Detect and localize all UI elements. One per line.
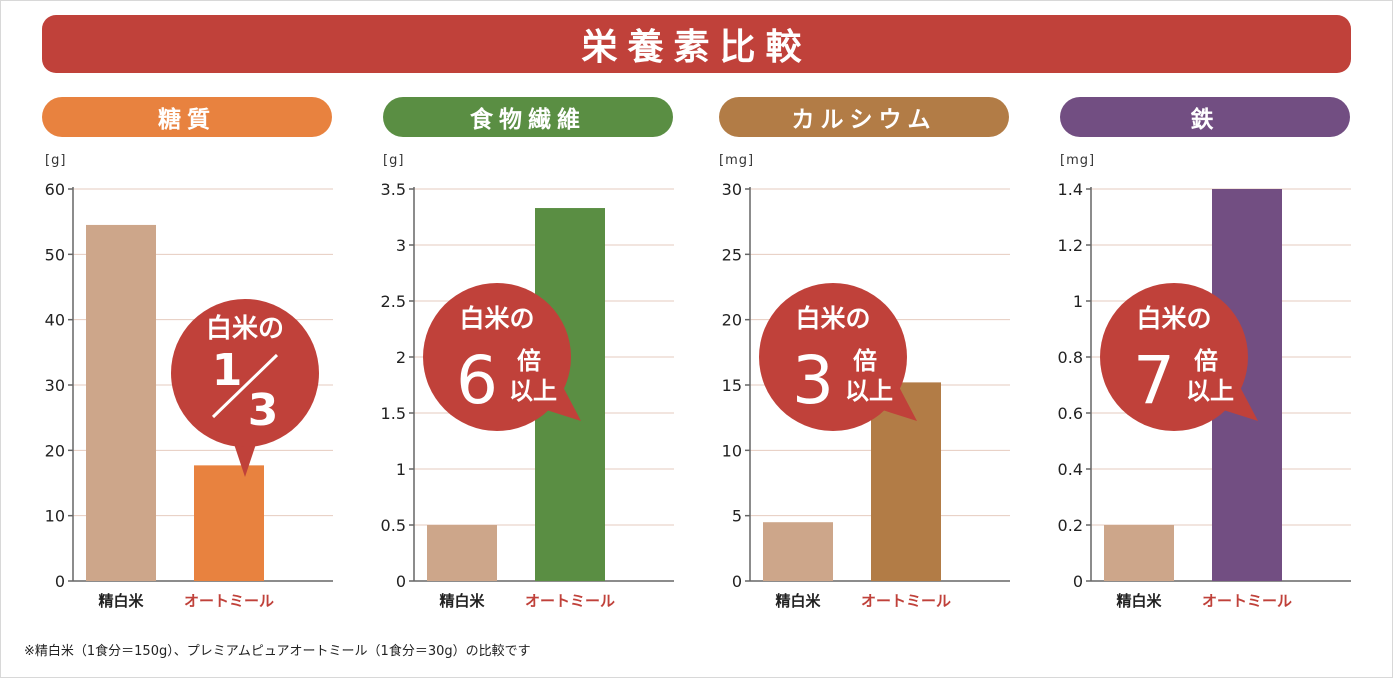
y-tick-label: 0 <box>55 572 65 591</box>
chart-panel-dietary-fiber: 食物繊維 [g] 0 0.5 1 1.5 2 2.5 3 3.5 白米の 6 倍以上精白米 オートミール <box>381 97 723 617</box>
bubble-tail <box>873 383 917 421</box>
bubble-tail <box>233 441 257 477</box>
fraction-slash <box>211 353 279 419</box>
y-tick-label: 20 <box>722 311 742 330</box>
y-tick-label: 1.4 <box>1058 180 1083 199</box>
bubble-circle <box>171 299 319 447</box>
y-tick-label: 0.8 <box>1058 348 1083 367</box>
bar-polished-rice <box>427 525 497 581</box>
chart-panel-carbohydrate: 糖質 [g] 0 10 20 30 40 50 60 白米の 1 3 精白米 オートミール <box>42 97 382 617</box>
bubble-suffix: 以上 <box>1186 377 1234 405</box>
bar-polished-rice <box>1104 525 1174 581</box>
y-tick-label: 1.5 <box>381 404 406 423</box>
bubble-multiplier: 7 <box>1133 342 1175 419</box>
comparison-bubble: 白米の 3 倍以上 <box>759 283 917 431</box>
chart-panel-iron: 鉄 [mg] 0 0.2 0.4 0.6 0.8 1 1.2 1.4 白米の 7 倍以上精白米 オートミー… <box>1058 97 1393 617</box>
chart-panel-calcium: カルシウム [mg] 0 5 10 15 20 25 30 白米の 3 倍以上精白米 オートミール <box>719 97 1059 617</box>
bubble-unit: 倍 <box>1194 347 1218 375</box>
chart-title-calcium: カルシウム <box>719 97 1009 137</box>
y-tick-label: 30 <box>722 180 742 199</box>
y-tick-label: 0.2 <box>1058 516 1083 535</box>
chart-canvas: 0 0.5 1 1.5 2 2.5 3 3.5 白米の 6 倍以上 <box>381 180 674 591</box>
x-label-polished-rice: 精白米 <box>1116 592 1162 610</box>
bubble-line1: 白米の <box>795 304 870 333</box>
y-tick-label: 2 <box>396 348 406 367</box>
bubble-tail <box>537 383 581 421</box>
bar-oatmeal <box>194 465 264 581</box>
chart-title-iron: 鉄 <box>1060 97 1350 137</box>
bubble-tail <box>1214 383 1258 421</box>
bubble-line1: 白米の <box>206 313 284 344</box>
bubble-line1: 白米の <box>459 304 534 333</box>
chart-title-carbohydrate: 糖質 <box>42 97 332 137</box>
y-tick-label: 0 <box>732 572 742 591</box>
y-tick-label: 40 <box>45 311 65 330</box>
bubble-unit: 倍 <box>517 347 541 375</box>
y-tick-label: 0 <box>1073 572 1083 591</box>
fraction-numerator: 1 <box>212 345 243 396</box>
y-tick-label: 1.2 <box>1058 236 1083 255</box>
bubble-multiplier: 3 <box>792 342 834 419</box>
y-tick-label: 15 <box>722 376 742 395</box>
bubble-unit: 倍 <box>853 347 877 375</box>
footnote: ※精白米（1食分＝150g）、プレミアムピュアオートミール（1食分＝30g）の比… <box>24 644 531 659</box>
y-tick-label: 10 <box>722 441 742 460</box>
chart-canvas: 0 0.2 0.4 0.6 0.8 1 1.2 1.4 白米の 7 倍以上 <box>1058 180 1351 591</box>
x-label-polished-rice: 精白米 <box>775 592 821 610</box>
x-label-oatmeal: オートミール <box>184 592 275 610</box>
x-label-polished-rice: 精白米 <box>98 592 144 610</box>
x-label-oatmeal: オートミール <box>525 592 616 610</box>
comparison-bubble: 白米の 6 倍以上 <box>423 283 581 431</box>
y-tick-label: 1 <box>1073 292 1083 311</box>
y-tick-label: 5 <box>732 507 742 526</box>
y-tick-label: 0.5 <box>381 516 406 535</box>
y-tick-label: 3.5 <box>381 180 406 199</box>
bar-polished-rice <box>86 224 156 581</box>
x-label-polished-rice: 精白米 <box>439 592 485 610</box>
y-tick-label: 0.6 <box>1058 404 1083 423</box>
bar-polished-rice <box>763 522 833 581</box>
y-unit-label: [g] <box>45 153 67 168</box>
bubble-circle <box>423 283 571 431</box>
bubble-suffix: 以上 <box>845 377 893 405</box>
y-tick-label: 30 <box>45 376 65 395</box>
bubble-circle <box>1100 283 1248 431</box>
y-unit-label: [g] <box>383 153 405 168</box>
bubble-circle <box>759 283 907 431</box>
y-tick-label: 25 <box>722 245 742 264</box>
chart-canvas: 0 5 10 15 20 25 30 白米の 3 倍以上 <box>722 180 1010 591</box>
y-tick-label: 0.4 <box>1058 460 1083 479</box>
y-tick-label: 1 <box>396 460 406 479</box>
y-unit-label: [mg] <box>719 153 755 168</box>
y-tick-label: 0 <box>396 572 406 591</box>
bubble-line1: 白米の <box>1136 304 1211 333</box>
y-tick-label: 10 <box>45 507 65 526</box>
comparison-bubble: 白米の 7 倍以上 <box>1100 283 1258 431</box>
y-unit-label: [mg] <box>1060 153 1096 168</box>
x-label-oatmeal: オートミール <box>1202 592 1293 610</box>
bubble-multiplier: 6 <box>456 342 498 419</box>
y-tick-label: 50 <box>45 245 65 264</box>
y-tick-label: 3 <box>396 236 406 255</box>
y-tick-label: 2.5 <box>381 292 406 311</box>
page-title: 栄養素比較 <box>42 15 1351 73</box>
fraction-denominator: 3 <box>248 385 279 436</box>
y-tick-label: 20 <box>45 441 65 460</box>
x-label-oatmeal: オートミール <box>861 592 952 610</box>
y-tick-label: 60 <box>45 180 65 199</box>
bubble-suffix: 以上 <box>509 377 557 405</box>
chart-title-dietary-fiber: 食物繊維 <box>383 97 673 137</box>
